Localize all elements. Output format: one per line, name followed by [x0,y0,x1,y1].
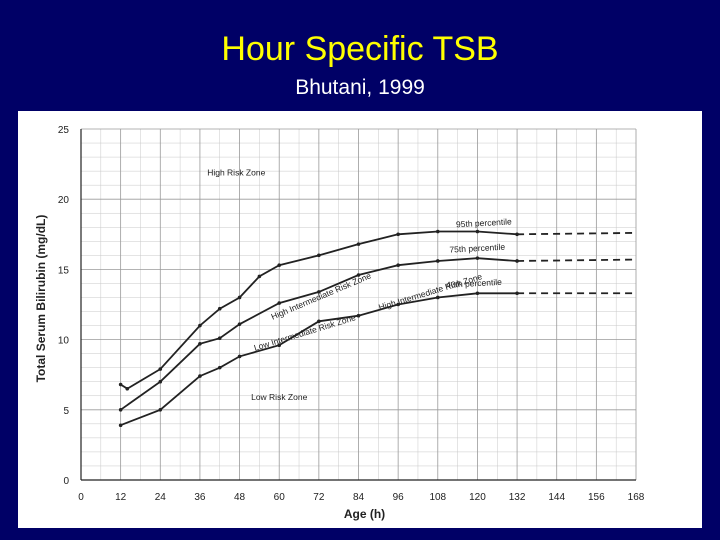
y-tick-label: 20 [58,195,70,206]
x-tick-label: 36 [194,492,206,503]
series-point-2 [217,336,222,340]
series-point-2 [158,379,163,384]
x-tick-label: 48 [234,492,246,503]
series-point-1 [356,242,361,246]
x-tick-label: 12 [115,492,127,503]
chart-annotation: Low Intermediate Risk Zone [253,312,357,353]
chart-annotation: 95th percentile [456,216,512,229]
series-point-3 [158,408,163,412]
y-tick-label: 10 [58,336,70,347]
x-axis-label: Age (h) [344,507,385,521]
x-tick-label: 132 [509,492,526,503]
chart-annotation: High Intermediate Risk Zone [269,270,372,321]
series-point-1 [317,253,321,258]
series-point-3 [475,291,480,296]
series-point-3 [217,365,222,370]
x-tick-label: 156 [588,492,605,503]
chart-annotation: 40th percentile [446,277,502,290]
x-tick-label: 120 [469,492,486,503]
x-tick-label: 24 [155,492,167,503]
series-line-2 [120,257,518,411]
slide-title: Hour Specific TSB [221,30,499,68]
series-point-1 [277,263,282,267]
series-point-2 [396,263,400,267]
series-point-1 [475,229,480,234]
series-point-1 [435,229,440,234]
chart-annotation: Low Risk Zone [251,392,307,402]
chart-annotation: High Intermediate Risk Zone [377,271,483,312]
series-extrapolation-1 [517,231,637,236]
series-point-3 [435,295,440,300]
y-tick-label: 5 [63,406,69,417]
series-point-1 [118,382,123,387]
series-extrapolation-2 [517,258,637,262]
series-point-2 [118,408,123,412]
x-tick-label: 0 [78,492,84,503]
y-tick-label: 25 [58,125,70,136]
series-point-2 [198,342,202,346]
series-point-2 [277,301,282,305]
y-tick-label: 0 [63,476,69,487]
series-point-1 [257,274,262,279]
bilirubin-nomogram-chart: 0 12 24 36 48 60 72 84 96 108 120 132 144 156 168 0 5 10 1… [34,125,645,521]
series-point-1 [125,386,130,391]
series-point-3 [277,343,282,348]
series-point-3 [198,374,202,378]
series-point-1 [198,323,202,328]
series-line-3 [120,292,518,427]
chart-annotation: 75th percentile [449,242,505,255]
slide-subtitle: Bhutani, 1999 [295,76,425,99]
x-tick-label: 60 [274,492,286,503]
x-tick-label: 108 [429,492,446,503]
series-point-2 [475,256,480,260]
series-line-1 [120,230,518,390]
series-point-1 [237,295,242,300]
series-point-2 [356,273,361,277]
series-point-3 [396,302,400,307]
series-point-3 [118,423,123,428]
series-point-1 [158,367,163,371]
x-tick-label: 144 [548,492,565,503]
series-point-3 [237,354,242,359]
x-tick-label: 72 [313,492,325,503]
series-point-2 [435,259,440,263]
series-point-1 [217,306,222,311]
series-point-2 [317,290,321,294]
series-point-3 [356,313,361,318]
series-point-2 [237,322,242,326]
y-tick-label: 15 [58,265,70,276]
series-point-1 [396,232,400,237]
x-tick-label: 96 [393,492,405,503]
x-tick-label: 168 [628,492,645,503]
chart-frame: 0 12 24 36 48 60 72 84 96 108 120 132 144 156 168 0 5 10 1… [18,111,702,528]
y-axis-label: Total Serum Bilirubin (mg/dL) [34,215,48,383]
x-tick-label: 84 [353,492,365,503]
chart-annotation: High Risk Zone [207,167,265,177]
series-point-3 [317,319,321,324]
